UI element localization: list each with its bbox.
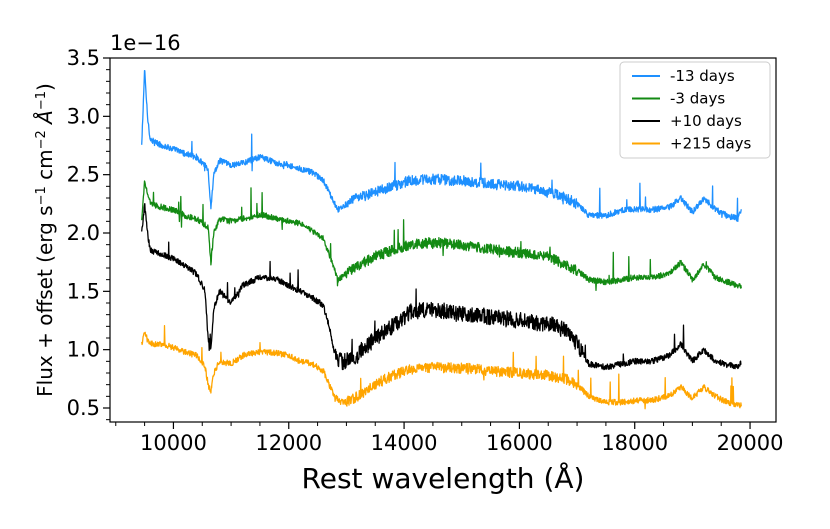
- x-tick-label: 20000: [717, 431, 784, 455]
- y-axis-label: Flux + offset (erg s−1 cm−2 Å−1): [33, 83, 57, 397]
- series-line-13-days: [141, 69, 742, 223]
- legend-label: -13 days: [670, 67, 735, 85]
- legend-box: [619, 61, 771, 159]
- y-axis-label-mid2: Å: [33, 110, 57, 130]
- y-axis-label-mid1: cm: [33, 149, 57, 186]
- series-line-215-days: [141, 324, 742, 410]
- y-tick-label: 0.5: [67, 396, 100, 420]
- legend-items: -13 days -3 days +10 days +215 days: [632, 67, 752, 153]
- y-tick-label: 1.0: [67, 338, 100, 362]
- plot-frame: [109, 57, 777, 423]
- y-axis-label-exp3: −1: [34, 91, 49, 110]
- x-tick-label: 10000: [140, 431, 207, 455]
- y-tick-label: 3.0: [67, 104, 100, 128]
- x-tick-label: 16000: [486, 431, 553, 455]
- y-tick-label: 1.5: [67, 279, 100, 303]
- x-axis: 10000 12000 14000 16000 18000 20000: [115, 422, 784, 455]
- y-tick-label: 3.5: [67, 46, 100, 70]
- series-line-3-days: [141, 180, 742, 291]
- x-tick-label: 14000: [371, 431, 438, 455]
- legend-label: +10 days: [670, 112, 742, 130]
- legend-label: +215 days: [670, 135, 752, 153]
- x-tick-label: 18000: [601, 431, 668, 455]
- series-layer: [141, 69, 742, 410]
- y-axis-label-suffix: ): [33, 83, 57, 91]
- y-tick-label: 2.5: [67, 163, 100, 187]
- legend: -13 days -3 days +10 days +215 days: [619, 61, 771, 159]
- y-tick-label: 2.0: [67, 221, 100, 245]
- series-line-10-days: [141, 202, 742, 371]
- y-axis-label-exp1: −1: [34, 186, 49, 205]
- axis-offset-label: 1e−16: [110, 31, 181, 55]
- x-tick-label: 12000: [255, 431, 322, 455]
- legend-label: -3 days: [670, 90, 725, 108]
- y-axis-label-exp2: −2: [34, 130, 49, 149]
- y-axis-label-prefix: Flux + offset (erg s: [33, 205, 57, 396]
- x-axis-label: Rest wavelength (Å): [302, 461, 585, 495]
- y-axis: 0.5 1.0 1.5 2.0 2.5 3.0 3.5: [67, 46, 110, 421]
